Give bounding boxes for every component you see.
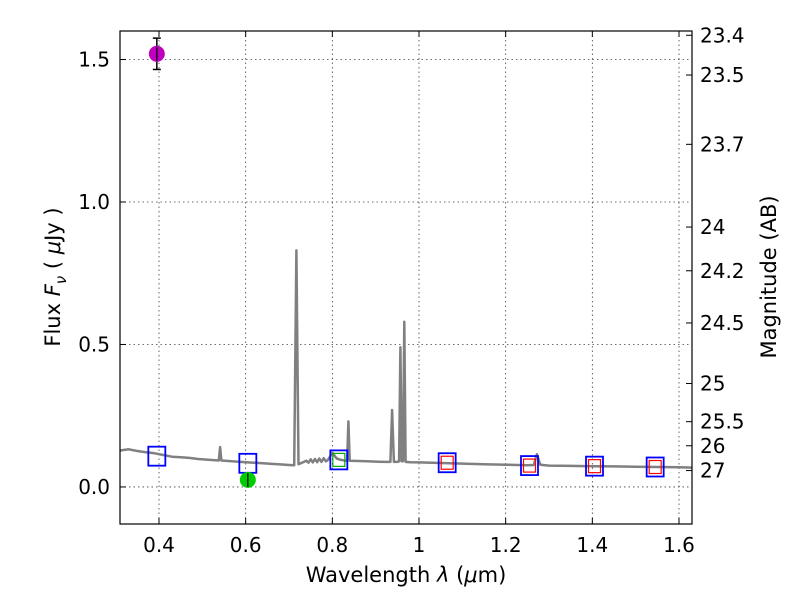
observed-flux-marker — [329, 449, 349, 471]
y2-tick-label: 25.5 — [700, 410, 745, 434]
axis-ticks: 0.4 0.6 0.8 1 1.2 1.4 1.6 0.0 0.5 1.0 1.5 23.4 23.5 2… — [78, 23, 744, 557]
photometry-markers — [147, 37, 665, 488]
model-flux-marker — [648, 459, 662, 475]
observed-flux-marker — [437, 452, 457, 474]
y2-tick-label: 24.5 — [700, 311, 745, 335]
observed-flux-marker — [147, 445, 167, 467]
x-tick-label: 1.2 — [490, 533, 522, 557]
x-tick-label: 1 — [413, 533, 426, 557]
spectrum-series — [119, 249, 693, 469]
y-tick-label: 0.0 — [78, 475, 110, 499]
model-flux-marker — [522, 458, 537, 473]
y2-tick-label: 24.2 — [700, 259, 745, 283]
y2-tick-label: 23.5 — [700, 63, 745, 87]
y2-tick-label: 23.4 — [700, 23, 745, 47]
grid-lines — [120, 31, 692, 524]
y-tick-label: 0.5 — [78, 332, 110, 356]
y2-tick-label: 24 — [700, 215, 725, 239]
model-flux-marker — [440, 455, 454, 470]
y-axis-label: Flux Fν ( μJy ) — [41, 207, 70, 346]
observed-flux-marker — [645, 456, 665, 478]
y-tick-label: 1.5 — [78, 47, 110, 71]
observed-flux-marker — [585, 455, 604, 477]
x-axis-label: Wavelength λ (μm) — [306, 563, 507, 587]
y2-tick-label: 25 — [700, 371, 725, 395]
x-tick-label: 1.4 — [576, 533, 608, 557]
model-flux-marker — [587, 459, 602, 474]
y2-tick-label: 27 — [700, 459, 725, 483]
observed-flux-marker — [520, 455, 539, 476]
x-tick-label: 0.4 — [143, 533, 175, 557]
x-tick-label: 0.8 — [316, 533, 348, 557]
y2-tick-label: 23.7 — [700, 132, 745, 156]
y2-tick-label: 26 — [700, 434, 725, 458]
y-tick-label: 1.0 — [78, 190, 110, 214]
spectrum-line — [119, 249, 693, 469]
x-tick-label: 0.6 — [230, 533, 262, 557]
x-tick-label: 1.6 — [663, 533, 695, 557]
plot-frame — [119, 30, 693, 525]
model-flux-marker — [332, 452, 346, 467]
y2-axis-label: Magnitude (AB) — [757, 195, 781, 358]
